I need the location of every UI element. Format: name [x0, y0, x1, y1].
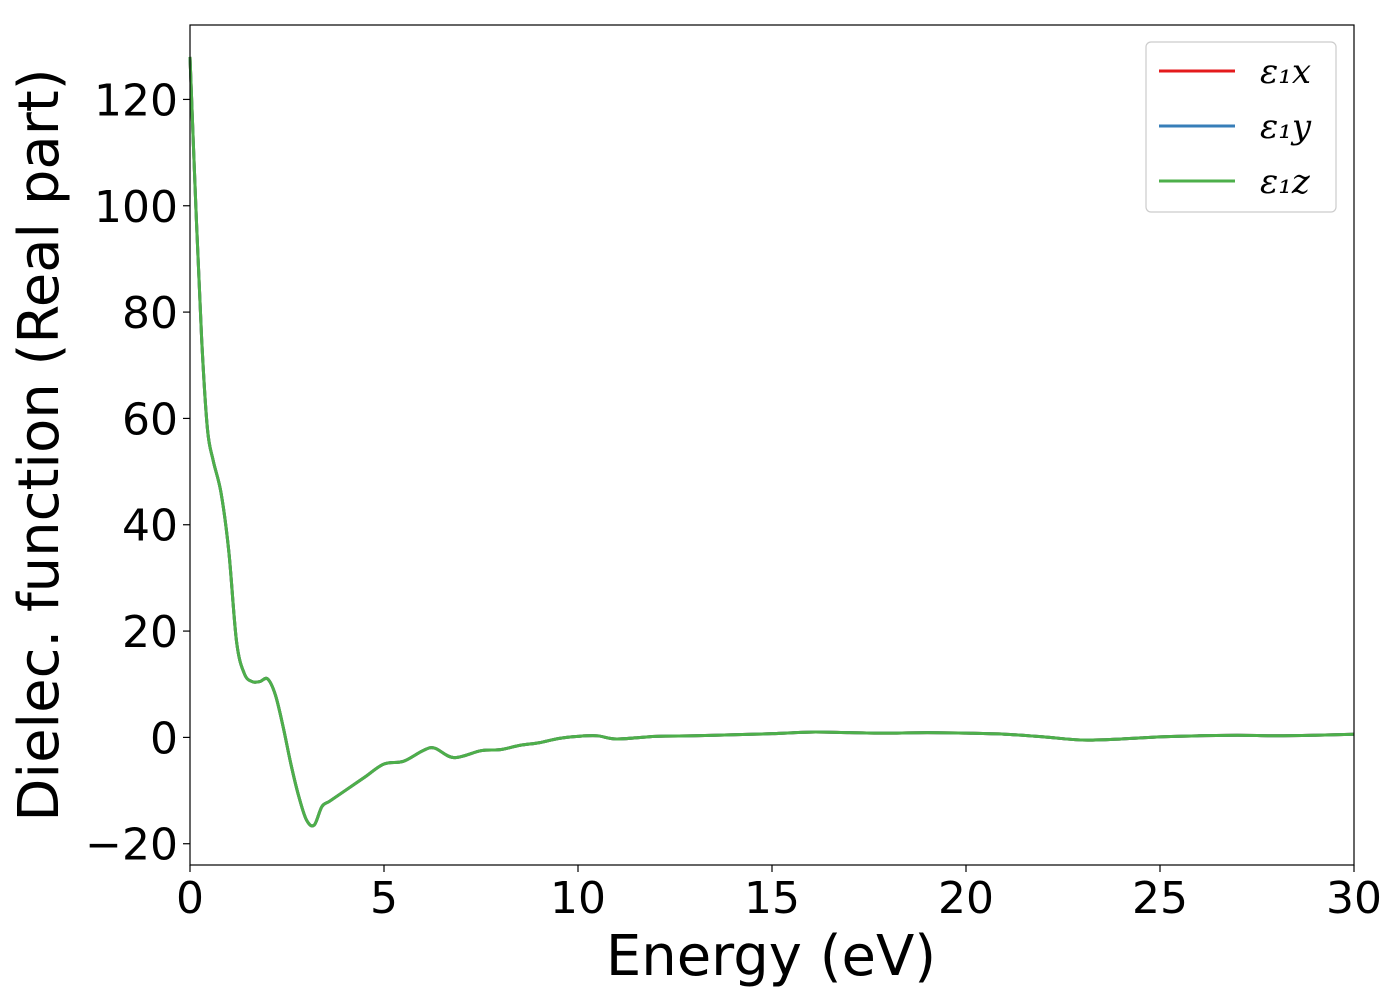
y-tick-label: 0 [150, 713, 178, 764]
x-tick-label: 30 [1326, 873, 1382, 924]
x-tick-label: 25 [1132, 873, 1188, 924]
x-axis-label: Energy (eV) [606, 924, 936, 989]
legend-label-3: ε₁z [1260, 162, 1311, 202]
y-tick-label: −20 [85, 820, 178, 871]
y-tick-label: 80 [122, 288, 178, 339]
x-tick-label: 0 [176, 873, 204, 924]
series-line-3 [188, 56, 1355, 828]
x-tick-label: 20 [938, 873, 994, 924]
y-tick-label: 120 [94, 75, 178, 126]
legend-box [1145, 41, 1337, 213]
y-tick-label: 40 [122, 501, 178, 552]
legend: ε₁x ε₁y ε₁z [1145, 41, 1337, 213]
x-tick-label: 10 [550, 873, 606, 924]
x-tick-label: 15 [744, 873, 800, 924]
x-axis-ticks: 0 5 10 15 20 25 30 [176, 865, 1382, 924]
y-axis-label: Dielec. function (Real part) [7, 68, 72, 821]
x-tick-label: 5 [370, 873, 398, 924]
y-axis-ticks: −20 0 20 40 60 80 100 120 [85, 75, 190, 871]
series-layer [188, 56, 1355, 828]
y-tick-label: 100 [94, 182, 178, 233]
y-tick-label: 60 [122, 394, 178, 445]
y-tick-label: 20 [122, 607, 178, 658]
legend-label-2: ε₁y [1260, 107, 1312, 147]
legend-label-1: ε₁x [1260, 52, 1311, 92]
